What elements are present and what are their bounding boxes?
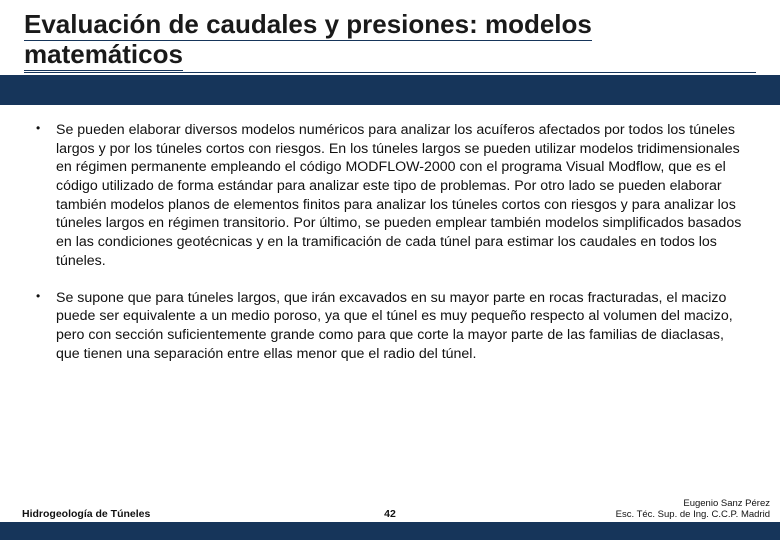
list-item: Se pueden elaborar diversos modelos numé… (34, 121, 746, 271)
title-region: Evaluación de caudales y presiones: mode… (0, 0, 780, 77)
author-affiliation: Esc. Téc. Sup. de Ing. C.C.P. Madrid (616, 510, 770, 521)
bullet-list: Se pueden elaborar diversos modelos numé… (34, 121, 746, 364)
footer-band (0, 522, 780, 540)
slide-title: Evaluación de caudales y presiones: mode… (24, 9, 592, 71)
header-band (0, 75, 780, 105)
footer-right: Eugenio Sanz Pérez Esc. Téc. Sup. de Ing… (616, 499, 770, 522)
footer-left: Hidrogeología de Túneles (22, 508, 150, 522)
title-underline: Evaluación de caudales y presiones: mode… (24, 10, 756, 73)
footer: Hidrogeología de Túneles 42 Eugenio Sanz… (0, 490, 780, 540)
page-number: 42 (384, 508, 396, 522)
content-area: Se pueden elaborar diversos modelos numé… (0, 105, 780, 364)
list-item: Se supone que para túneles largos, que i… (34, 289, 746, 364)
slide: Evaluación de caudales y presiones: mode… (0, 0, 780, 540)
